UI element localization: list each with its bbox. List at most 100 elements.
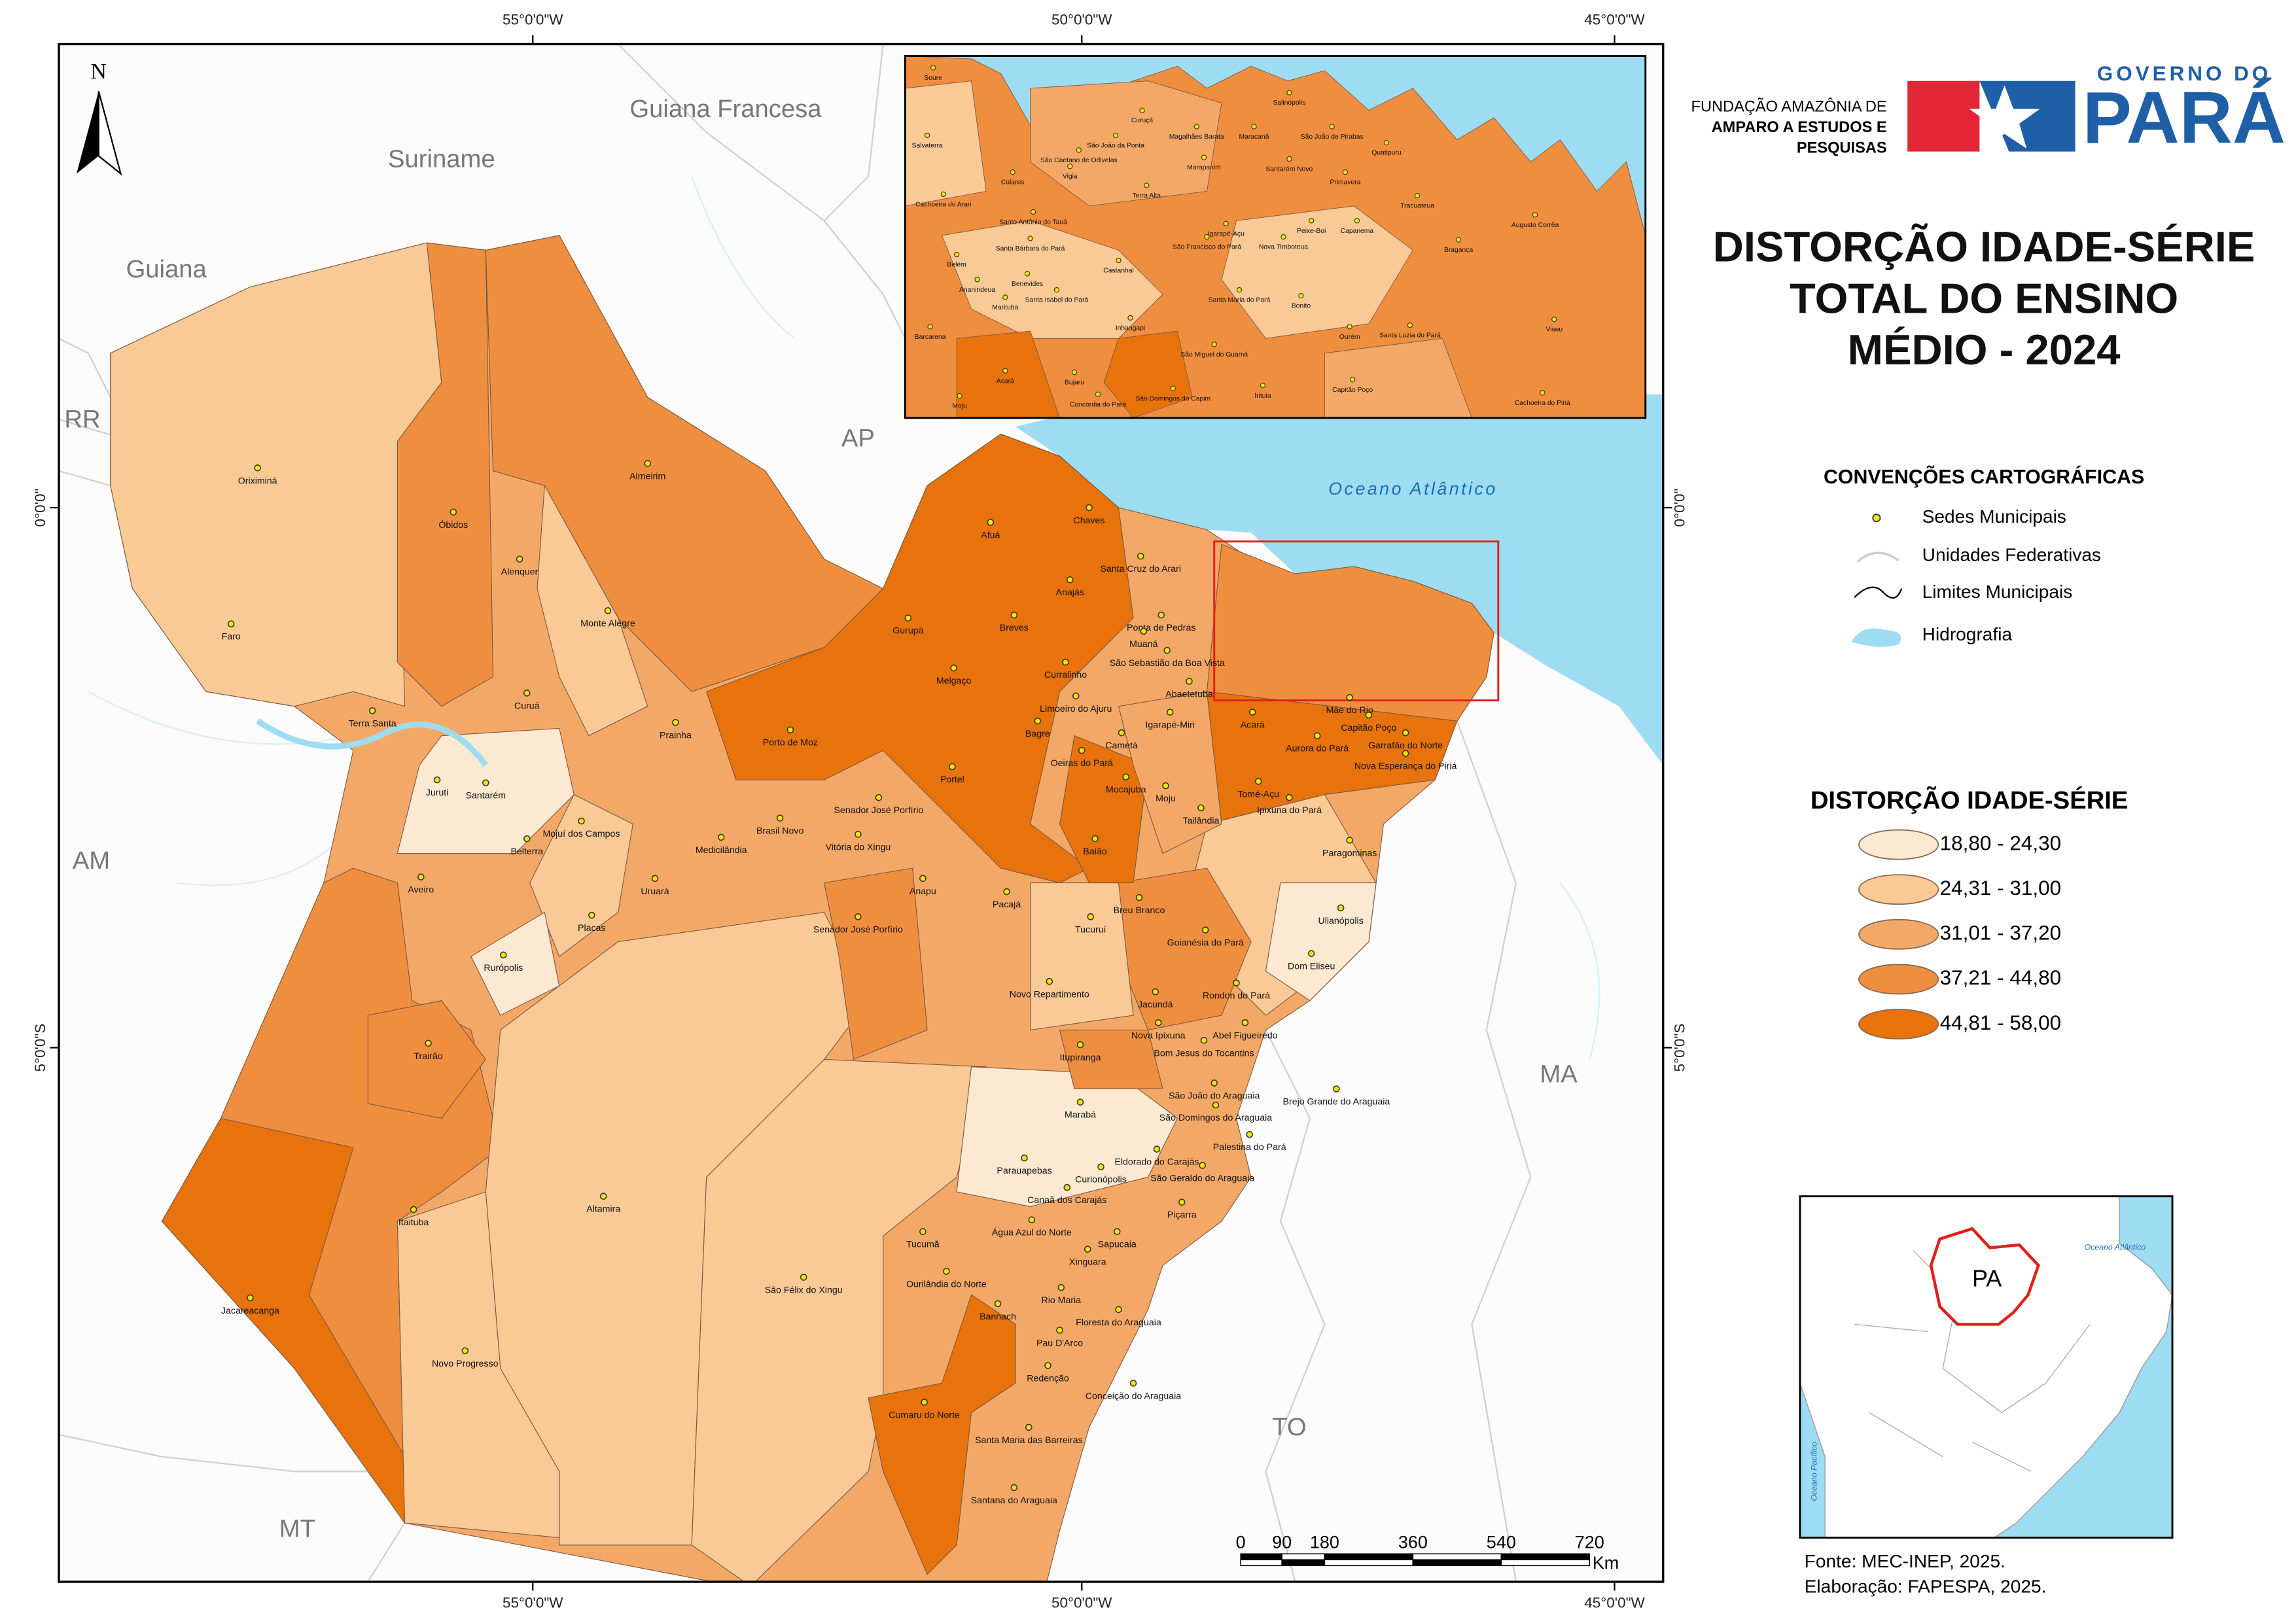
north-arrow: N	[76, 60, 122, 176]
municipal-seat	[1087, 913, 1095, 920]
inset-extent	[1213, 540, 1500, 702]
municipality-label: Anajás	[1056, 587, 1084, 598]
municipality-label: Oeiras do Pará	[1051, 758, 1113, 769]
municipal-seat	[1078, 746, 1086, 754]
inset-seat	[1116, 257, 1122, 264]
region	[161, 1117, 406, 1524]
inset-label: Belém	[947, 262, 966, 269]
inset-label: Tracuateua	[1400, 203, 1434, 210]
municipality-label: Moju	[1156, 794, 1176, 804]
inset-label: Capanema	[1341, 228, 1374, 235]
municipal-seat	[254, 464, 261, 472]
municipal-seat	[1162, 782, 1169, 790]
municipality-label: São Geraldo do Araguaia	[1150, 1173, 1254, 1183]
scale-tick-label: 0	[1236, 1533, 1246, 1552]
municipal-seat	[919, 1228, 927, 1235]
municipality-label: Ourilândia do Norte	[906, 1279, 987, 1289]
municipality-label: Parauapebas	[997, 1166, 1051, 1176]
municipal-seat	[786, 726, 794, 733]
municipal-seat	[523, 835, 531, 843]
municipal-seat	[994, 1300, 1002, 1308]
municipality-label: Xinguara	[1069, 1257, 1106, 1268]
scale-tick-label: 180	[1310, 1533, 1339, 1552]
municipal-seat	[1163, 646, 1171, 654]
municipal-regions	[110, 235, 1494, 1582]
municipal-seat	[604, 607, 612, 614]
municipality-label: Dom Eliseu	[1288, 962, 1335, 972]
inset-label: São Caetano de Odivelas	[1040, 157, 1118, 164]
inset-seat	[930, 65, 936, 71]
inset-label: Santo Antônio do Tauá	[999, 218, 1067, 226]
municipal-seat	[247, 1294, 254, 1302]
region	[1059, 1029, 1163, 1090]
municipal-seat	[1003, 888, 1010, 896]
title-line: MÉDIO - 2024	[1848, 326, 2121, 374]
inset-label: São Francisco do Pará	[1173, 244, 1241, 251]
municipal-seat	[1152, 988, 1159, 996]
municipal-seat	[368, 707, 376, 714]
scale-segment	[1240, 1553, 1282, 1561]
municipal-seat	[943, 1268, 950, 1275]
municipal-seat	[1062, 658, 1069, 666]
inset-label: Irituia	[1254, 393, 1271, 400]
inset-label: Primavera	[1330, 179, 1360, 186]
locator-state	[1929, 1227, 2040, 1326]
place-label: Suriname	[388, 145, 495, 173]
region	[529, 794, 633, 957]
region	[1265, 882, 1377, 1002]
municipality-label: Brasil Novo	[756, 826, 804, 837]
place-label: MA	[1540, 1060, 1578, 1088]
municipality-label: Tucumã	[906, 1240, 940, 1250]
inset-label: Vigia	[1063, 173, 1078, 181]
inset-region	[941, 220, 1163, 339]
municipality-label: Breves	[1000, 623, 1029, 633]
municipality-label: Nova Esperança do Piriá	[1354, 761, 1457, 772]
inset-region	[1030, 80, 1222, 207]
inset-seat	[1139, 107, 1145, 113]
municipality-label: Pau D'Arco	[1036, 1338, 1083, 1348]
municipal-seat	[949, 763, 956, 771]
municipality-label: Porto de Moz	[763, 738, 818, 748]
longitude-label: 55°0'0"W	[503, 11, 563, 27]
municipality-label: Almeirim	[629, 472, 665, 482]
inset-label: Cachoeira do Arari	[915, 201, 972, 208]
inset-label: Castanhal	[1103, 268, 1134, 275]
inset-region	[905, 80, 987, 207]
seat-symbol	[1872, 514, 1881, 523]
municipal-seat	[450, 508, 457, 516]
municipality-label: Faro	[222, 632, 241, 642]
inset-label: São Miguel do Guamá	[1180, 351, 1248, 358]
municipality-label: Palestina do Pará	[1213, 1142, 1286, 1153]
municipal-seat	[950, 664, 957, 672]
municipal-seat	[227, 620, 235, 627]
legend-label: 24,31 - 31,00	[1940, 876, 2062, 899]
municipal-seat	[855, 913, 862, 920]
municipal-seat	[651, 875, 659, 882]
place-label: AP	[841, 425, 875, 453]
amazon-river	[256, 718, 488, 767]
municipality-label: Gurupá	[892, 626, 923, 637]
scale-segment	[1281, 1553, 1326, 1561]
region	[1118, 691, 1222, 854]
municipal-seat	[1178, 1198, 1186, 1206]
inset-seat	[1112, 132, 1119, 139]
logo-main: PARÁ	[2083, 77, 2286, 159]
inset-label: Salinópolis	[1273, 99, 1305, 107]
municipal-seat	[1056, 1327, 1063, 1334]
inset-label: Capitão Poço	[1332, 387, 1373, 394]
inset-seat	[1076, 147, 1082, 153]
region	[1206, 544, 1494, 722]
legend-label: 31,01 - 37,20	[1940, 921, 2062, 945]
title-line: DISTORÇÃO IDADE-SÉRIE	[1713, 223, 2255, 271]
locator-land	[1799, 1196, 2173, 1538]
municipal-seat	[987, 519, 995, 526]
logo-star	[1969, 85, 2040, 149]
inset-label: Acará	[997, 377, 1014, 385]
inset-seat	[1329, 124, 1335, 130]
municipality-label: Jacundá	[1138, 1000, 1173, 1010]
legend-label: 44,81 - 58,00	[1940, 1011, 2062, 1034]
conventions: CONVENÇÕES CARTOGRÁFICAS Sedes Municipais…	[1824, 466, 2144, 647]
municipal-seat	[1346, 837, 1353, 844]
inset-region	[1221, 205, 1413, 339]
convention-label: Hidrografia	[1922, 624, 2013, 644]
